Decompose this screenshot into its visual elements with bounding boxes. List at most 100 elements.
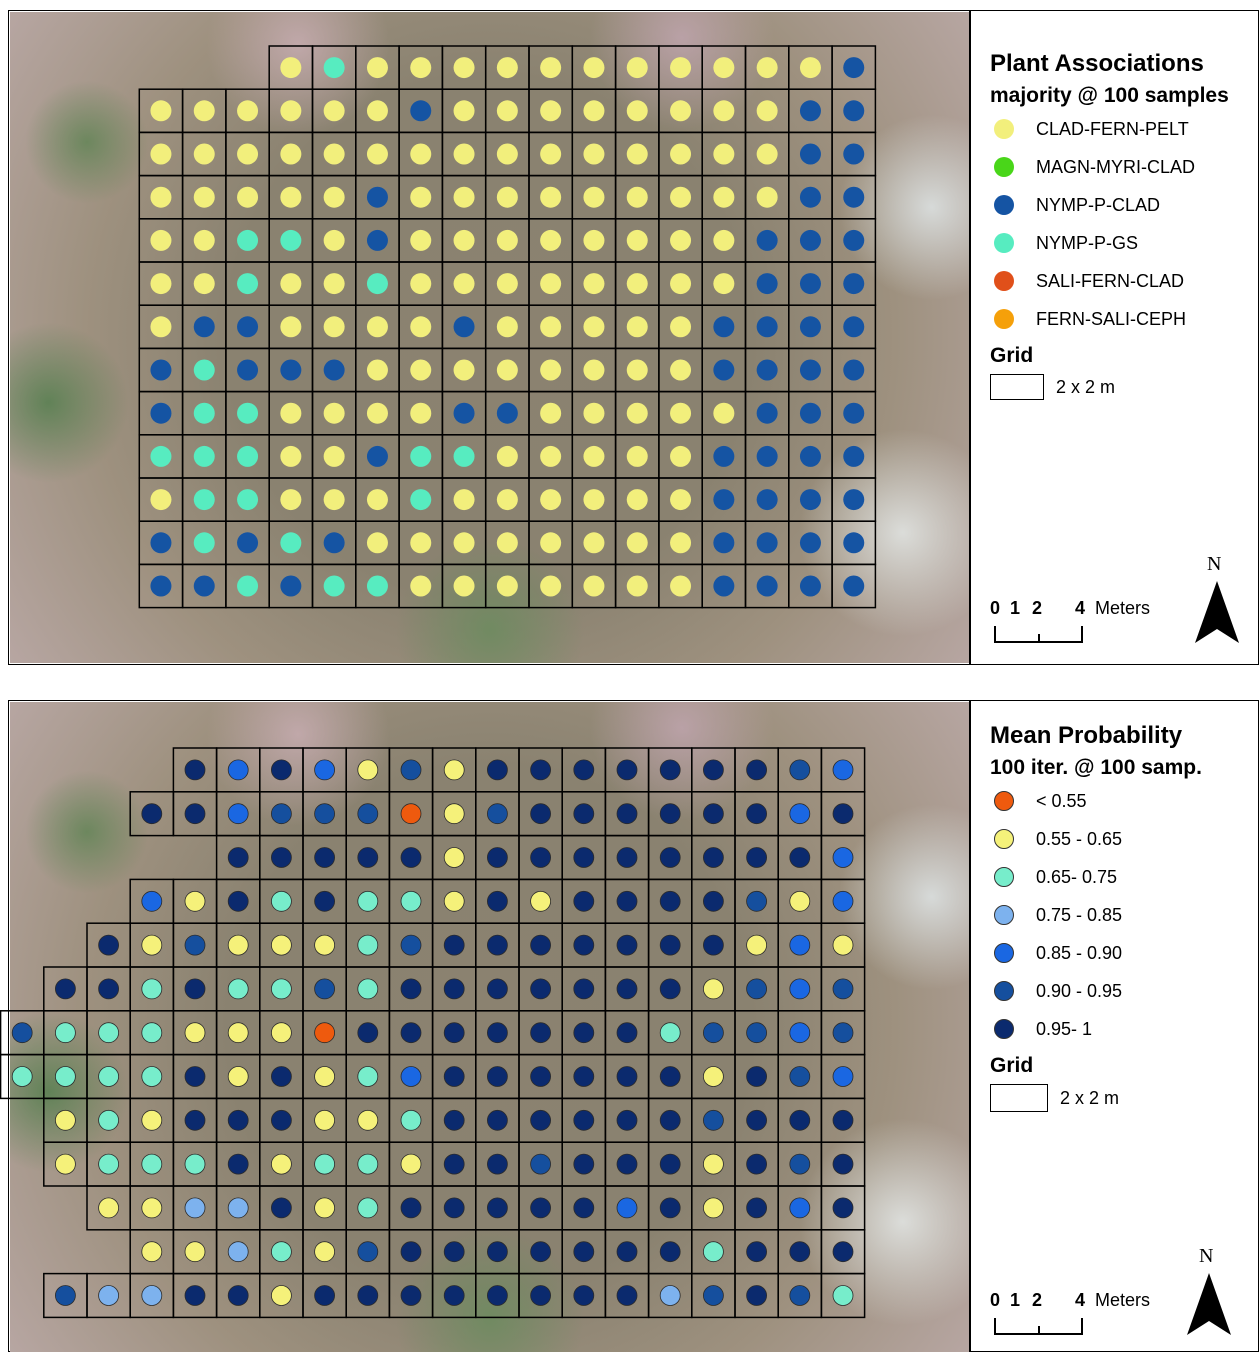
sample-point	[746, 1241, 767, 1263]
sample-point	[184, 1109, 206, 1131]
sample-point	[357, 934, 379, 956]
sample-point	[756, 316, 778, 338]
sample-point	[703, 1066, 724, 1087]
sample-point	[453, 186, 475, 208]
sample-point	[573, 1022, 595, 1044]
sample-point	[659, 934, 681, 956]
sample-point	[616, 1109, 638, 1131]
sample-point	[150, 445, 172, 467]
legend-swatch	[994, 233, 1014, 253]
sample-point	[486, 890, 508, 912]
sample-point	[193, 273, 215, 295]
sample-point	[843, 532, 865, 554]
sample-point	[237, 359, 259, 381]
sample-point	[366, 57, 388, 79]
sample-point	[573, 1241, 595, 1263]
sample-point	[746, 1022, 767, 1044]
sample-point	[184, 890, 206, 912]
sample-point	[799, 100, 821, 122]
sample-point	[746, 759, 767, 781]
sample-point	[323, 186, 345, 208]
sample-point	[746, 1066, 767, 1087]
sample-point	[323, 489, 345, 511]
sample-point	[314, 1066, 336, 1087]
sample-point	[227, 1022, 249, 1044]
legend-swatch	[994, 157, 1014, 177]
sample-point	[573, 803, 595, 825]
sample-point	[453, 575, 475, 597]
legend-swatch	[994, 271, 1014, 291]
sample-point	[843, 100, 865, 122]
sample-point	[55, 978, 76, 1000]
sample-point	[616, 1241, 638, 1263]
sample-point	[799, 316, 821, 338]
sample-point	[799, 273, 821, 295]
mean-probability-panel: Mean Probability 100 iter. @ 100 samp. <…	[0, 680, 1259, 1352]
sample-point	[496, 229, 518, 251]
sample-point	[237, 575, 259, 597]
sample-point	[237, 489, 259, 511]
sample-point	[496, 186, 518, 208]
sample-point	[626, 57, 648, 79]
sample-point	[799, 532, 821, 554]
sample-point	[789, 759, 811, 781]
sample-point	[832, 1022, 854, 1044]
legend-swatch	[994, 195, 1014, 215]
legend-grid-heading: Grid	[990, 344, 1034, 367]
sample-point	[540, 575, 562, 597]
sample-point	[227, 1153, 249, 1175]
sample-point	[270, 803, 292, 825]
sample-point	[443, 1066, 465, 1087]
sample-point	[280, 186, 302, 208]
sample-point	[626, 489, 648, 511]
sample-point	[670, 532, 692, 554]
sample-point	[530, 847, 551, 868]
sample-point	[713, 359, 735, 381]
sample-point	[486, 759, 508, 781]
sample-point	[270, 759, 292, 781]
sample-point	[11, 1022, 33, 1044]
sample-point	[184, 759, 206, 781]
grid-swatch	[990, 374, 1044, 400]
sample-point	[314, 1285, 336, 1306]
sample-point	[270, 1153, 292, 1175]
legend-title: Plant Associations	[990, 50, 1204, 77]
sample-point	[626, 143, 648, 165]
sample-point	[410, 489, 432, 511]
legend-subtitle: majority @ 100 samples	[990, 84, 1229, 107]
sample-point	[789, 1153, 811, 1175]
sample-point	[530, 1022, 551, 1044]
sample-point	[443, 1285, 465, 1306]
sample-point	[193, 316, 215, 338]
sample-point	[713, 316, 735, 338]
sample-point	[832, 847, 854, 868]
sample-point	[583, 273, 605, 295]
scale-line	[994, 1318, 1083, 1335]
sample-point	[150, 359, 172, 381]
scale-bar: 0 1 2 4 Meters	[990, 598, 1170, 648]
scale-line	[994, 626, 1083, 643]
sample-point	[141, 803, 163, 825]
legend: Mean Probability 100 iter. @ 100 samp. <…	[990, 722, 1202, 1112]
sample-point	[496, 445, 518, 467]
sample-point	[150, 575, 172, 597]
sample-point	[583, 143, 605, 165]
sample-point	[366, 273, 388, 295]
sample-point	[184, 803, 206, 825]
sample-point	[756, 402, 778, 424]
legend-grid-heading: Grid	[990, 1054, 1034, 1077]
sample-point	[540, 143, 562, 165]
sample-point	[659, 1153, 681, 1175]
sample-point	[184, 978, 206, 1000]
sample-point	[280, 100, 302, 122]
sample-point	[756, 273, 778, 295]
sample-point	[616, 1066, 638, 1087]
sample-point	[193, 575, 215, 597]
scale-tick-4: 4	[1075, 1290, 1086, 1310]
legend: Plant Associations majority @ 100 sample…	[990, 50, 1229, 400]
sample-point	[400, 934, 422, 956]
sample-point	[530, 978, 551, 1000]
sample-point	[357, 847, 379, 868]
sample-point	[453, 489, 475, 511]
legend-item: < 0.55	[990, 782, 1202, 820]
